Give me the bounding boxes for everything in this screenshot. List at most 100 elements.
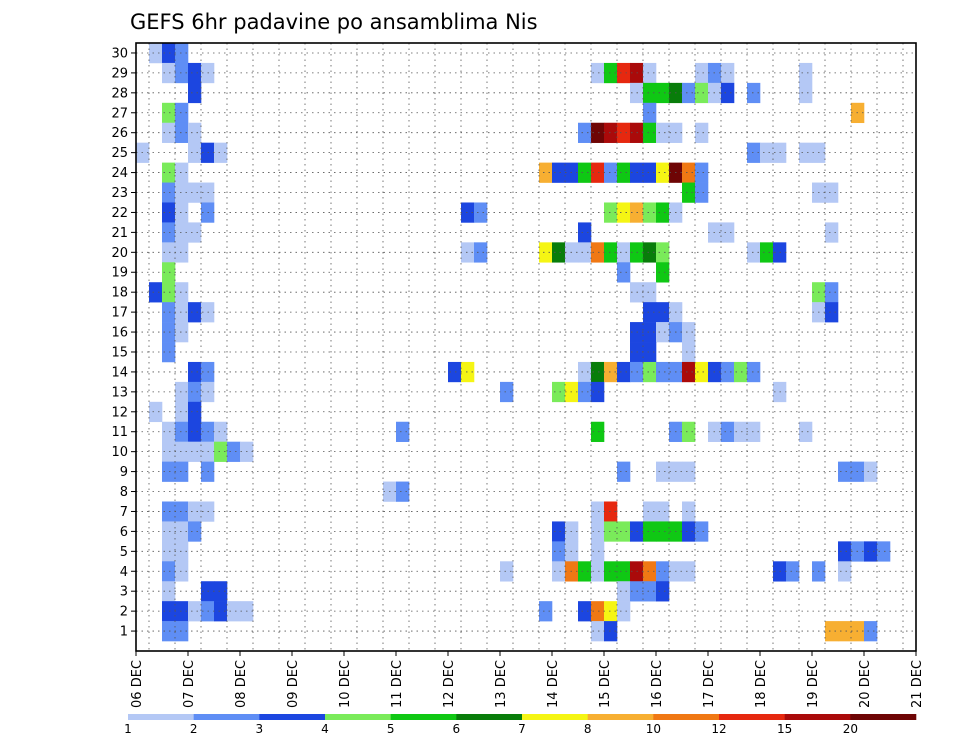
x-tick-label: 17 DEC (702, 660, 717, 708)
y-tick-label: 27 (111, 106, 128, 121)
heatmap-cell (643, 361, 657, 383)
heatmap-cell (162, 541, 176, 562)
y-tick-label: 4 (120, 565, 128, 580)
heatmap-cell (617, 162, 631, 183)
x-tick-label: 16 DEC (650, 660, 665, 708)
x-tick-label: 19 DEC (806, 660, 821, 708)
y-tick-label: 2 (120, 605, 128, 620)
heatmap-cell (162, 601, 176, 622)
y-tick-label: 15 (111, 345, 128, 360)
heatmap-cell (643, 521, 657, 542)
colorbar-label: 12 (711, 722, 726, 736)
heatmap-cell (695, 361, 709, 383)
heatmap-cell (656, 461, 670, 482)
heatmap-cell (799, 421, 813, 442)
x-tick-label: 15 DEC (598, 660, 613, 708)
heatmap-cell (604, 621, 618, 642)
heatmap-cell (604, 361, 618, 383)
colorbar-swatch (128, 714, 194, 720)
colorbar-label: 4 (321, 722, 329, 736)
heatmap-cell (162, 322, 176, 343)
heatmap-cell (734, 421, 748, 442)
heatmap-cell (864, 461, 878, 482)
heatmap-cell (656, 361, 670, 383)
heatmap-cell (162, 421, 176, 442)
heatmap-cell (825, 621, 839, 642)
y-tick-label: 24 (111, 166, 128, 181)
y-tick-label: 12 (111, 405, 128, 420)
colorbar-label: 5 (387, 722, 395, 736)
heatmap-cell (604, 561, 618, 582)
heatmap-cell (617, 581, 631, 602)
heatmap-cell (175, 601, 189, 622)
heatmap-cell (643, 62, 657, 84)
heatmap-cell (578, 381, 592, 403)
heatmap-cell (162, 521, 176, 542)
heatmap-cell (604, 62, 618, 84)
colorbar-label: 15 (777, 722, 792, 736)
heatmap-cell (604, 521, 618, 542)
heatmap-cell (643, 282, 657, 303)
y-tick-label: 14 (111, 365, 128, 380)
heatmap-cell (656, 262, 670, 283)
heatmap-cell (188, 521, 202, 542)
heatmap-cell (162, 621, 176, 642)
y-tick-label: 7 (120, 505, 128, 520)
heatmap-cell (175, 381, 189, 403)
heatmap-cell (552, 242, 566, 263)
heatmap-cell (604, 122, 618, 143)
heatmap-cell (162, 342, 176, 363)
heatmap-cell (188, 501, 202, 522)
heatmap-cell (838, 461, 852, 482)
y-tick-label: 3 (120, 585, 128, 600)
heatmap-cell (162, 501, 176, 522)
heatmap-cell (162, 182, 176, 203)
heatmap-cell (162, 561, 176, 582)
heatmap-cell (656, 302, 670, 323)
colorbar-swatch (587, 714, 654, 720)
heatmap-cell (396, 421, 410, 442)
heatmap-cell (721, 222, 735, 243)
heatmap-cell (162, 162, 176, 183)
heatmap-cell (721, 421, 735, 442)
heatmap-cell (682, 361, 696, 383)
heatmap-cell (461, 242, 475, 263)
heatmap-cell (643, 561, 657, 582)
heatmap-cell (643, 342, 657, 363)
heatmap-cell (643, 162, 657, 183)
heatmap-cell (539, 601, 553, 622)
heatmap-cell (162, 461, 176, 482)
heatmap-cell (682, 342, 696, 363)
heatmap-cell (214, 142, 228, 163)
heatmap-cell (162, 202, 176, 223)
heatmap-cell (643, 102, 657, 124)
heatmap-cell (643, 581, 657, 602)
y-tick-label: 13 (111, 385, 128, 400)
heatmap-cell (682, 82, 696, 104)
colorbar-swatch (719, 714, 785, 720)
heatmap-cell (747, 82, 761, 104)
heatmap-cell (760, 242, 774, 263)
heatmap-cell (552, 521, 566, 542)
heatmap-cell (162, 242, 176, 263)
heatmap-cell (643, 82, 657, 104)
heatmap-cell (175, 222, 189, 243)
x-tick-label: 09 DEC (286, 660, 301, 708)
heatmap-cell (734, 361, 748, 383)
x-tick-label: 06 DEC (130, 660, 145, 708)
heatmap-cell (175, 461, 189, 482)
y-tick-label: 16 (111, 326, 128, 341)
heatmap-cell (656, 202, 670, 223)
heatmap-cell (578, 242, 592, 263)
heatmap-cell (149, 282, 163, 303)
colorbar-label: 3 (256, 722, 264, 736)
heatmap-cell (864, 621, 878, 642)
heatmap-cell (591, 62, 605, 84)
heatmap-cell (799, 142, 813, 163)
heatmap-cell (643, 501, 657, 522)
y-tick-label: 23 (111, 186, 128, 201)
heatmap-cell (227, 441, 241, 462)
heatmap-cell (682, 322, 696, 343)
heatmap-cell (175, 102, 189, 124)
heatmap-cell (786, 561, 800, 582)
